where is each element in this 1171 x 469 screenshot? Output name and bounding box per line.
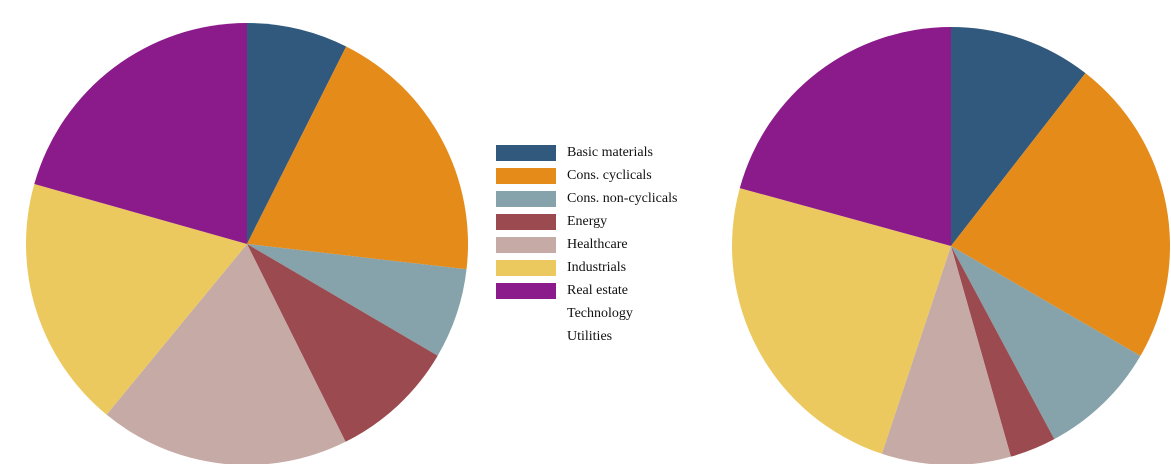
pie-slice [731,188,951,454]
legend-label: Cons. cyclicals [567,168,652,183]
legend-swatch [496,283,556,299]
pie-slice [247,244,438,442]
legend-label: Healthcare [567,237,628,252]
pie-slice [247,46,468,270]
pie-slice [951,246,1141,440]
pie-slice [106,244,346,465]
pie-slice [739,27,951,246]
legend-label: Technology [567,306,633,321]
pie-slice [247,23,347,244]
legend-label: Utilities [567,329,612,344]
pie-slice [951,246,1055,457]
legend-label: Real estate [567,283,628,298]
legend-swatch [496,260,556,276]
legend-swatch [496,145,556,161]
legend-label: Industrials [567,260,626,275]
pie-slice [247,244,467,356]
pie-slice [951,27,1086,246]
pie-slice [26,183,247,415]
legend-label: Energy [567,214,607,229]
legend-swatch [496,237,556,253]
legend-swatch [496,168,556,184]
pie-slice [34,23,248,244]
pie-slice [881,246,1011,465]
legend-label: Basic materials [567,145,653,160]
legend-swatch [496,191,556,207]
legend-swatch [496,214,556,230]
legend-label: Cons. non-cyclicals [567,191,677,206]
pie-slice [951,73,1170,356]
